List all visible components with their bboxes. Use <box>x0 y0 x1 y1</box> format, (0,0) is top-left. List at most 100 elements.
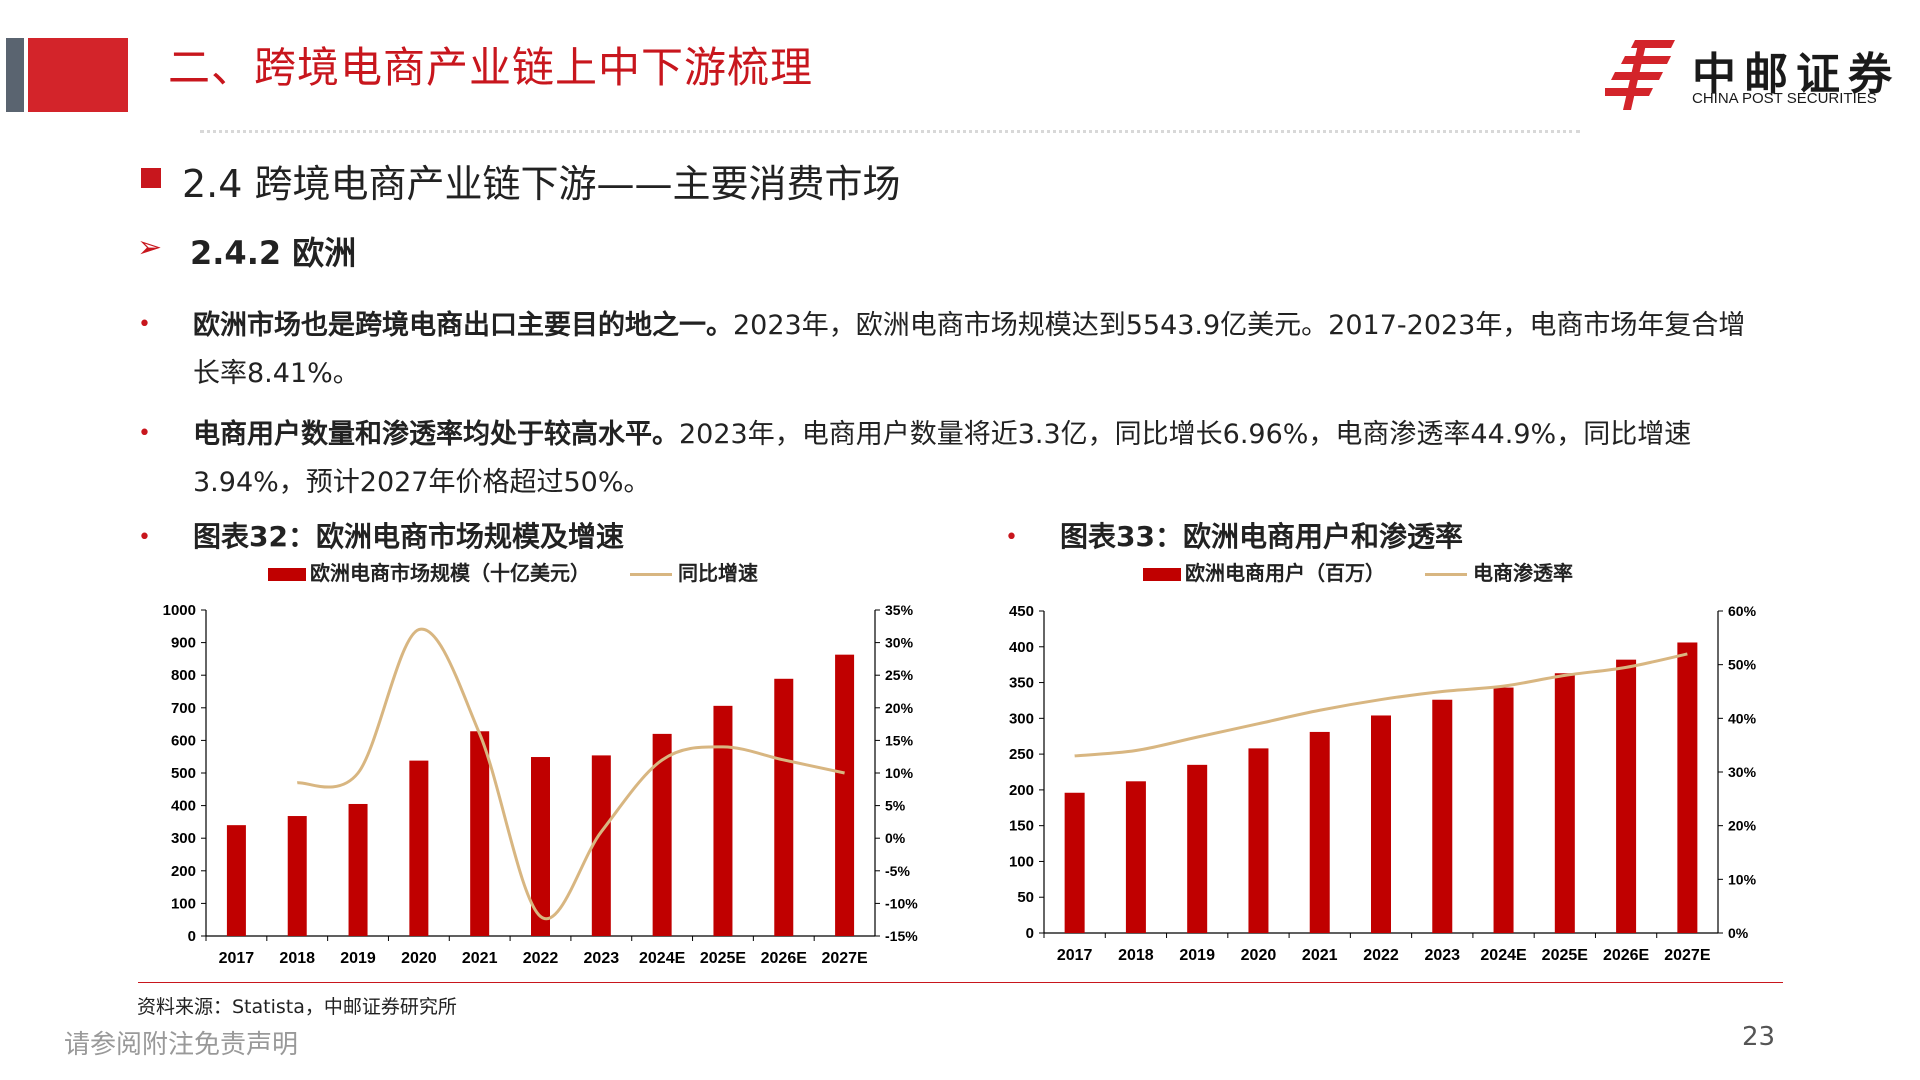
chart-2-bar <box>1432 699 1453 933</box>
legend-bar-swatch <box>268 568 306 581</box>
page-title: 二、跨境电商产业链上中下游梳理 <box>168 43 814 92</box>
chart-1-right-tick-label: 20% <box>885 700 914 716</box>
chart-2-bar <box>1248 748 1269 933</box>
chart-2-left-tick-label: 100 <box>1009 853 1034 870</box>
chart-2-bar <box>1493 687 1514 933</box>
chart-1-bar <box>226 825 246 936</box>
chart-1-left-tick-label: 1000 <box>163 602 196 619</box>
chart-2-left-tick-label: 0 <box>1026 925 1034 942</box>
legend-line-swatch <box>1425 573 1467 576</box>
chart-2-left-tick-label: 350 <box>1009 675 1034 692</box>
chart-1-x-tick-label: 2020 <box>401 950 437 967</box>
chart-2-title: 图表33：欧洲电商用户和渗透率 <box>1060 520 1463 553</box>
chart-1-legend-bar: 欧洲电商市场规模（十亿美元） <box>310 561 590 585</box>
chart-2-left-tick-label: 400 <box>1009 639 1034 656</box>
legend-line-swatch <box>630 573 672 576</box>
chart-1-left-tick-label: 800 <box>171 667 196 684</box>
chart-1-x-tick-label: 2025E <box>700 950 747 967</box>
bullet-1-bold: 欧洲市场也是跨境电商出口主要目的地之一。 <box>193 310 733 341</box>
chart-1-right-tick-label: 25% <box>885 667 914 683</box>
chart-2-legend-line: 电商渗透率 <box>1473 561 1573 585</box>
china-post-logo-icon <box>1605 40 1675 110</box>
bullet-2-bold: 电商用户数量和渗透率均处于较高水平。 <box>193 419 679 450</box>
chart-2-legend-bar: 欧洲电商用户（百万） <box>1185 561 1385 585</box>
chart-2-x-tick-label: 2025E <box>1542 947 1589 964</box>
chart-1-x-tick-label: 2023 <box>584 950 620 967</box>
chart-1-x-tick-label: 2022 <box>523 950 559 967</box>
chart-2-x-tick-label: 2017 <box>1057 947 1093 964</box>
chart-1-x-tick-label: 2017 <box>219 950 255 967</box>
chart-2-x-tick-label: 2023 <box>1424 947 1460 964</box>
chart-1-right-tick-label: 10% <box>885 765 914 781</box>
chart-1-bar <box>835 654 855 936</box>
chart-1-x-tick-label: 2021 <box>462 950 498 967</box>
chart-2-left-tick-label: 250 <box>1009 746 1034 763</box>
chart-1-bar <box>774 678 794 936</box>
chart-1-right-tick-label: -15% <box>885 928 918 944</box>
chart-1-x-tick-label: 2027E <box>821 950 868 967</box>
chart-1-left-tick-label: 700 <box>171 700 196 717</box>
logo-text-en: CHINA POST SECURITIES <box>1692 90 1877 107</box>
chart-1-left-tick-label: 600 <box>171 732 196 749</box>
chart-2-right-tick-label: 0% <box>1728 925 1749 941</box>
chart-1-bar <box>348 803 368 936</box>
subsection-title: 2.4.2 欧洲 <box>190 234 357 272</box>
chart-1-left-tick-label: 400 <box>171 798 196 815</box>
chart-2-bar <box>1064 792 1085 933</box>
chart-2-x-tick-label: 2021 <box>1302 947 1338 964</box>
chart-2-bar <box>1371 715 1391 933</box>
bullet-2-text: 2023年，电商用户数量将近3.3亿，同比增长6.96%，电商渗透率44.9%，… <box>193 419 1692 498</box>
chart-2-left-tick-label: 450 <box>1009 603 1034 620</box>
chart-2-x-tick-label: 2018 <box>1118 947 1154 964</box>
header-accent-red <box>28 38 128 112</box>
arrow-right-icon: ➢ <box>137 230 163 265</box>
chart-1-right-tick-label: 35% <box>885 602 914 618</box>
chart-2-bar <box>1309 731 1330 933</box>
chart-2-right-tick-label: 10% <box>1728 871 1757 887</box>
chart-2-x-tick-label: 2019 <box>1179 947 1215 964</box>
chart-1-title: 图表32：欧洲电商市场规模及增速 <box>193 520 624 553</box>
source-divider <box>138 982 1783 983</box>
chart-2-bar <box>1554 673 1575 933</box>
chart-2-right-tick-label: 30% <box>1728 764 1757 780</box>
chart-1-bar <box>470 731 490 936</box>
bullet-paragraph-1: 欧洲市场也是跨境电商出口主要目的地之一。2023年，欧洲电商市场规模达到5543… <box>193 302 1763 398</box>
chart-1-right-tick-label: 15% <box>885 732 914 748</box>
chart-1-x-tick-label: 2024E <box>639 950 686 967</box>
chart-2-x-tick-label: 2024E <box>1480 947 1527 964</box>
chart-1-right-tick-label: 30% <box>885 635 914 651</box>
bullet-paragraph-2: 电商用户数量和渗透率均处于较高水平。2023年，电商用户数量将近3.3亿，同比增… <box>193 411 1763 507</box>
chart-2-x-tick-label: 2027E <box>1664 947 1711 964</box>
chart-1-bar <box>409 760 429 936</box>
section-marker-icon <box>141 168 161 188</box>
chart-1-left-tick-label: 500 <box>171 765 196 782</box>
chart-1-right-tick-label: -5% <box>885 863 910 879</box>
chart-2-right-tick-label: 20% <box>1728 818 1757 834</box>
section-title: 2.4 跨境电商产业链下游——主要消费市场 <box>182 162 901 206</box>
bullet-icon: • <box>138 525 151 550</box>
legend-bar-swatch <box>1143 568 1181 581</box>
chart-1-x-tick-label: 2018 <box>279 950 315 967</box>
chart-1-left-tick-label: 300 <box>171 830 196 847</box>
logo-text-cn: 中邮证券 <box>1692 49 1900 100</box>
chart-2-growth-line <box>1074 652 1688 758</box>
chart-1-bar <box>531 757 550 936</box>
chart-1-x-tick-label: 2019 <box>340 950 376 967</box>
chart-1-bar <box>713 705 733 936</box>
chart-1-left-tick-label: 0 <box>188 928 196 945</box>
chart-2-bar <box>1677 642 1698 933</box>
chart-1-bar <box>652 733 672 936</box>
chart-1-bar <box>287 816 307 936</box>
chart-1-growth-line <box>296 627 845 921</box>
chart-1-legend-line: 同比增速 <box>678 561 758 585</box>
page-number: 23 <box>1742 1022 1776 1052</box>
chart-2-x-tick-label: 2026E <box>1603 947 1650 964</box>
header-accent-gray <box>6 38 24 112</box>
chart-2-bar <box>1125 781 1146 933</box>
chart-2-right-tick-label: 60% <box>1728 603 1757 619</box>
chart-2-left-tick-label: 150 <box>1009 818 1034 835</box>
bullet-icon: • <box>138 312 151 337</box>
chart-2-left-tick-label: 50 <box>1017 889 1034 906</box>
